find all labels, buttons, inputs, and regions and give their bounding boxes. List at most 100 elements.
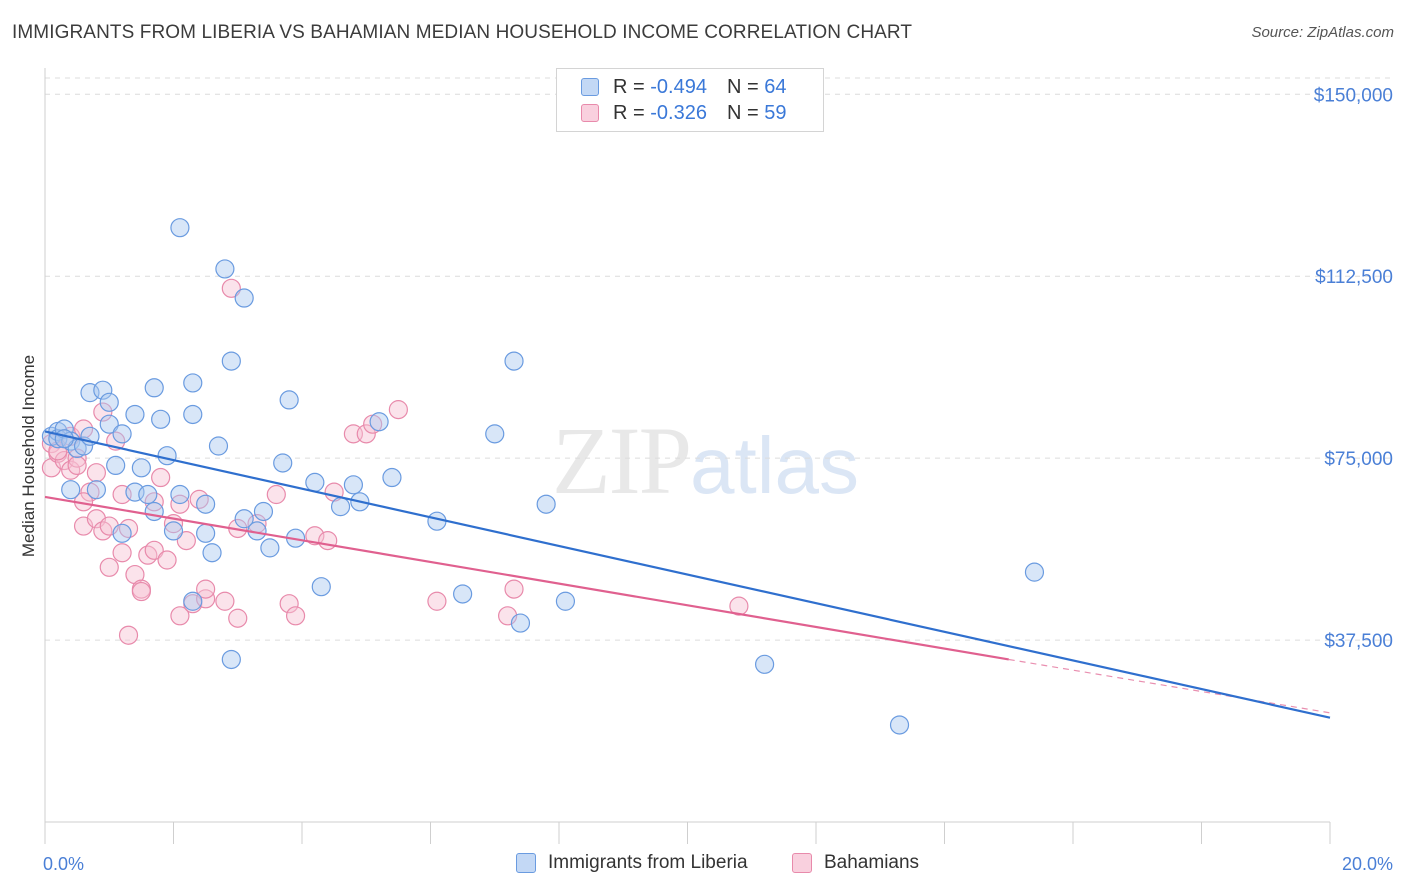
- bahamians-point: [112, 543, 132, 563]
- liberia-points: [41, 218, 1045, 735]
- legend-n-value: 64: [764, 75, 787, 98]
- liberia-point: [485, 424, 505, 444]
- legend-r-label: R =: [613, 101, 645, 124]
- bahamians-point: [228, 608, 248, 628]
- liberia-point: [163, 521, 184, 541]
- liberia-point: [61, 480, 81, 500]
- bahamians-point: [170, 606, 190, 626]
- liberia-point: [112, 424, 132, 444]
- liberia-point: [144, 501, 164, 522]
- legend-r-value: -0.494: [650, 75, 707, 98]
- y-tick-label: $150,000: [1314, 85, 1393, 106]
- legend-label-bahamians: Bahamians: [824, 852, 920, 873]
- liberia-point: [273, 453, 293, 473]
- liberia-point: [183, 404, 203, 425]
- y-tick-label: $112,500: [1315, 267, 1393, 288]
- bahamians-point: [99, 557, 119, 577]
- liberia-point: [253, 501, 274, 522]
- watermark: ZIPatlas: [552, 405, 859, 516]
- liberia-point: [170, 218, 190, 238]
- legend-swatch-pink: [581, 104, 599, 122]
- bahamians-point: [215, 591, 235, 611]
- series-legend: Immigrants from Liberia Bahamians: [0, 852, 1406, 878]
- bahamians-point: [318, 531, 338, 551]
- bahamians-trend-line: [44, 495, 1009, 661]
- liberia-point: [382, 467, 402, 488]
- legend-n-value: 59: [764, 101, 787, 124]
- bahamians-point: [285, 606, 306, 626]
- legend-swatch-blue: [516, 853, 536, 873]
- liberia-point: [196, 523, 216, 543]
- liberia-point: [305, 472, 325, 492]
- legend-swatch-blue: [581, 78, 599, 96]
- bahamians-point: [118, 625, 139, 645]
- bahamians-point: [67, 448, 87, 468]
- legend-r-label: R =: [613, 75, 645, 98]
- liberia-point: [215, 259, 235, 279]
- liberia-point: [138, 484, 158, 505]
- legend-item-liberia: Immigrants from Liberia: [516, 852, 748, 874]
- bahamians-point: [131, 581, 151, 602]
- liberia-point: [183, 591, 203, 611]
- bahamians-point: [356, 424, 376, 444]
- bahamians-point: [266, 484, 286, 505]
- liberia-point: [86, 480, 107, 500]
- liberia-point: [260, 538, 280, 558]
- bahamians-point: [388, 400, 408, 420]
- liberia-point: [144, 378, 164, 398]
- bahamians-trend-extension: [1008, 658, 1331, 714]
- liberia-point: [221, 649, 241, 670]
- liberia-point: [208, 436, 229, 456]
- y-tick-label: $37,500: [1324, 631, 1393, 652]
- liberia-point: [125, 404, 145, 425]
- liberia-point: [369, 412, 389, 432]
- liberia-point: [536, 494, 556, 514]
- bahamians-points: [41, 278, 749, 645]
- liberia-point: [54, 429, 74, 449]
- bahamians-point: [151, 467, 171, 488]
- liberia-point: [106, 455, 126, 476]
- liberia-point: [99, 392, 119, 412]
- watermark-atlas: atlas: [690, 421, 859, 510]
- legend-label-liberia: Immigrants from Liberia: [548, 852, 748, 873]
- legend-n-label: N =: [726, 101, 759, 124]
- source-label: Source: ZipAtlas.com: [1251, 24, 1394, 41]
- liberia-point: [112, 523, 132, 543]
- liberia-point: [279, 390, 299, 410]
- liberia-point: [151, 409, 171, 429]
- legend-item-bahamians: Bahamians: [792, 852, 919, 874]
- liberia-point: [1024, 562, 1045, 582]
- liberia-point: [343, 475, 363, 495]
- liberia-point: [311, 577, 331, 597]
- bahamians-point: [170, 494, 190, 514]
- liberia-point: [510, 613, 531, 633]
- watermark-zip: ZIP: [552, 407, 692, 514]
- liberia-point: [504, 351, 524, 371]
- legend-r-value: -0.326: [650, 101, 707, 124]
- liberia-point: [234, 288, 254, 308]
- liberia-point: [221, 351, 241, 371]
- legend-row-bahamians: R = -0.326 N = 59: [581, 100, 786, 126]
- legend-row-liberia: R = -0.494 N = 64: [581, 74, 786, 100]
- liberia-point: [555, 591, 576, 611]
- tick-labels: $37,500 $75,000 $112,500 $150,000 0.0% 20.0% M…: [19, 85, 1393, 874]
- bahamians-point: [279, 594, 299, 614]
- liberia-point: [93, 380, 113, 400]
- liberia-point: [453, 584, 473, 604]
- bahamians-point: [221, 278, 241, 298]
- liberia-point: [330, 497, 351, 517]
- liberia-point: [157, 446, 177, 466]
- y-axis-title: Median Household Income: [19, 355, 38, 557]
- liberia-point: [889, 715, 910, 735]
- legend-n-label: N =: [726, 75, 759, 98]
- liberia-point: [99, 414, 119, 434]
- correlation-legend: R = -0.494 N = 64 R = -0.326 N = 59: [556, 68, 824, 132]
- bahamians-point: [93, 402, 113, 422]
- y-tick-label: $75,000: [1324, 449, 1393, 470]
- bahamians-point: [86, 463, 107, 483]
- axes: [44, 68, 1331, 844]
- bahamians-point: [504, 579, 524, 599]
- bahamians-point: [144, 492, 164, 512]
- bahamians-point: [176, 531, 196, 551]
